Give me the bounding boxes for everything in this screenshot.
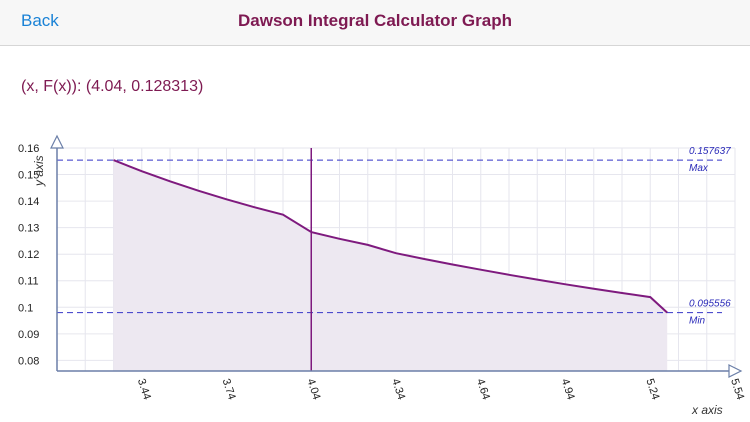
coordinate-readout: (x, F(x)): (4.04, 0.128313) <box>21 78 204 95</box>
x-tick-label: 5.24 <box>643 377 661 401</box>
x-tick-label: 4.04 <box>304 377 322 401</box>
y-tick-label: 0.1 <box>18 302 33 314</box>
y-tick-label: 0.16 <box>18 143 39 155</box>
min-value-label: 0.095556 <box>689 299 731 310</box>
chart-axes <box>50 134 743 378</box>
x-tick-label: 3.74 <box>220 377 238 401</box>
x-tick-label: 4.34 <box>389 377 407 401</box>
y-tick-label: 0.14 <box>18 196 39 208</box>
page-title: Dawson Integral Calculator Graph <box>238 11 512 30</box>
y-axis-arrow-icon <box>50 134 64 149</box>
y-tick-label: 0.15 <box>18 170 39 182</box>
x-axis-arrow-icon <box>728 364 743 378</box>
back-button[interactable]: Back <box>21 11 59 30</box>
x-axis-label: x axis <box>691 403 723 417</box>
y-tick-labels: 0.08 0.09 0.1 0.11 0.12 0.13 0.14 0.15 0.16 <box>18 143 39 367</box>
min-label: Min <box>689 316 706 327</box>
y-axis-label: y axis <box>32 155 46 187</box>
x-tick-label: 3.44 <box>135 377 153 401</box>
y-tick-label: 0.09 <box>18 329 39 341</box>
x-tick-label: 4.64 <box>474 377 492 401</box>
y-tick-label: 0.13 <box>18 223 39 235</box>
max-value-label: 0.157637 <box>689 146 731 157</box>
x-tick-labels: 3.44 3.74 4.04 4.34 4.64 4.94 5.24 5.54 <box>135 377 746 401</box>
x-tick-label: 4.94 <box>559 377 577 401</box>
y-tick-label: 0.11 <box>18 276 39 288</box>
y-tick-label: 0.12 <box>18 249 39 261</box>
y-tick-label: 0.08 <box>18 355 39 367</box>
reference-lines: 0.157637 Max 0.095556 Min <box>57 146 731 327</box>
series-line <box>113 159 668 314</box>
area-fill <box>113 160 668 371</box>
x-tick-label: 5.54 <box>728 377 746 401</box>
navigation-bar: Back Dawson Integral Calculator Graph <box>0 0 750 46</box>
max-label: Max <box>689 163 709 174</box>
